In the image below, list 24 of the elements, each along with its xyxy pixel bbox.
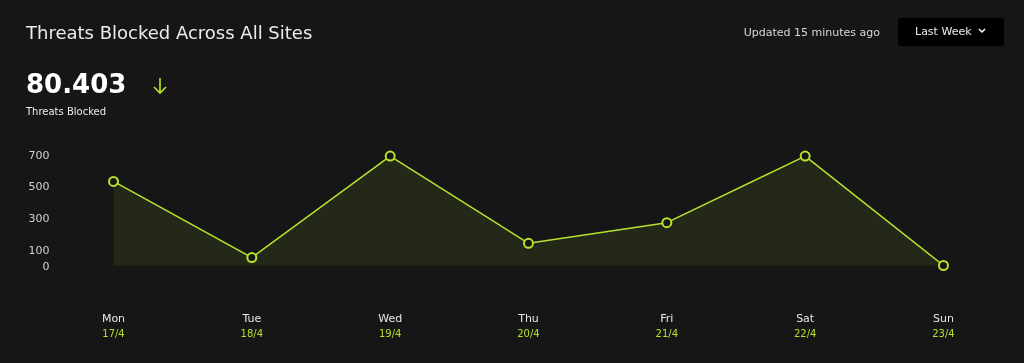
y-tick-label: 300 — [28, 211, 50, 225]
y-tick-label: 0 — [42, 259, 50, 273]
category-label: Fri 21/4 — [655, 311, 679, 339]
category-label: Sat 22/4 — [793, 311, 817, 339]
point — [522, 237, 534, 249]
point — [108, 175, 119, 187]
point — [937, 260, 949, 271]
point — [661, 217, 673, 229]
text: Last Week — [898, 18, 1004, 46]
y-tick-label: 700 — [28, 148, 50, 162]
text: Threats Blocked — [26, 105, 107, 119]
y-tick-label: 100 — [28, 243, 50, 257]
category-label: Tue 18/4 — [240, 311, 264, 339]
chart-title: Threats Blocked Across All Sites — [26, 21, 313, 45]
point — [246, 252, 258, 264]
y-tick-label: 500 — [28, 180, 50, 194]
point — [799, 150, 811, 162]
text: Updated 15 minutes ago — [743, 25, 880, 41]
category-label: Thu 20/4 — [517, 311, 540, 339]
category-label: Mon 17/4 — [101, 311, 126, 339]
point — [384, 150, 396, 162]
category-label: Sun 23/4 — [932, 311, 955, 339]
text: 80.403 — [26, 68, 127, 101]
category-label: Wed 19/4 — [378, 311, 403, 339]
